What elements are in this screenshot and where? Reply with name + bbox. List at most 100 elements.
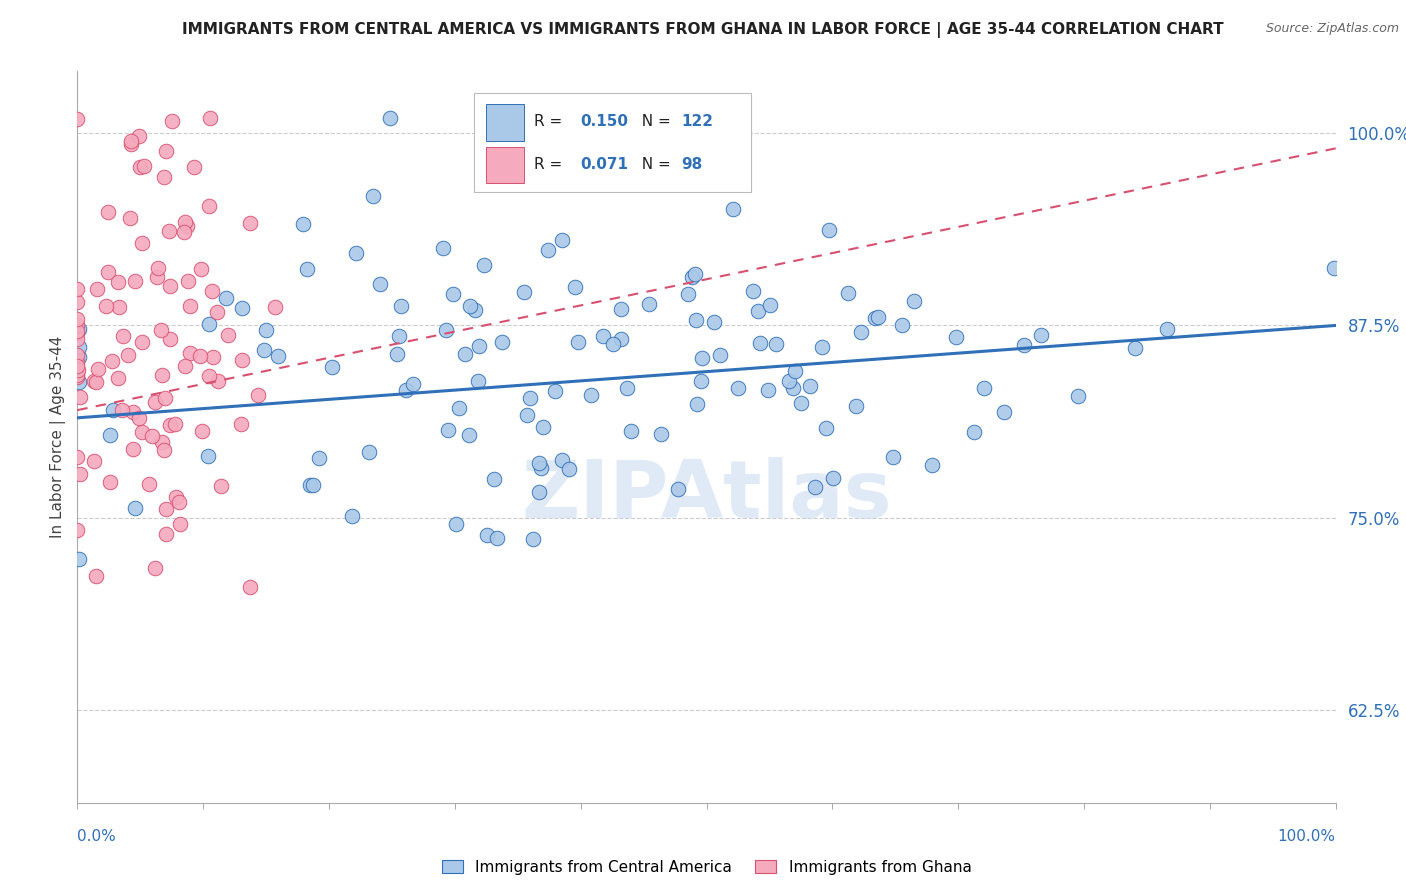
Text: Source: ZipAtlas.com: Source: ZipAtlas.com xyxy=(1265,22,1399,36)
Point xyxy=(666,482,689,496)
Point xyxy=(685,313,707,327)
Point xyxy=(66,318,89,332)
Point xyxy=(87,361,110,376)
Point xyxy=(66,326,89,340)
Point xyxy=(564,279,586,293)
Point xyxy=(945,330,967,344)
Point xyxy=(118,211,141,225)
Point xyxy=(66,355,89,369)
Point xyxy=(111,403,134,417)
Point xyxy=(107,275,129,289)
Point xyxy=(69,390,91,404)
Point xyxy=(103,403,125,417)
Text: 0.071: 0.071 xyxy=(581,158,628,172)
Point xyxy=(759,298,782,312)
Point xyxy=(66,333,89,347)
Point xyxy=(155,144,177,158)
Point xyxy=(818,223,841,237)
Point xyxy=(66,282,89,296)
Point xyxy=(785,363,807,377)
Point xyxy=(159,418,181,433)
Point xyxy=(146,270,169,285)
Point xyxy=(973,381,995,395)
Point xyxy=(921,458,943,473)
Point xyxy=(132,160,155,174)
Point xyxy=(198,199,221,213)
Point xyxy=(231,353,253,368)
Point xyxy=(159,279,181,293)
Point xyxy=(782,381,804,395)
Text: R =: R = xyxy=(534,113,567,128)
Point xyxy=(131,425,153,439)
Point xyxy=(804,480,827,494)
Point xyxy=(302,478,325,492)
Point xyxy=(402,377,425,392)
Point xyxy=(472,258,495,272)
Point xyxy=(160,114,183,128)
Point xyxy=(153,169,176,184)
Point xyxy=(167,495,190,509)
Point xyxy=(66,312,89,326)
Point xyxy=(519,391,541,405)
Point xyxy=(522,532,544,546)
Point xyxy=(174,214,197,228)
Point xyxy=(709,348,731,362)
Point xyxy=(395,383,418,397)
Point xyxy=(441,287,464,301)
Point xyxy=(177,274,200,288)
Point xyxy=(97,205,120,219)
Point xyxy=(131,334,153,349)
Point xyxy=(882,450,904,464)
Text: 100.0%: 100.0% xyxy=(1278,830,1336,844)
Text: N =: N = xyxy=(633,158,676,172)
Point xyxy=(267,350,290,364)
Point xyxy=(67,363,90,377)
Point xyxy=(86,375,108,389)
Point xyxy=(239,216,262,230)
Point xyxy=(66,359,89,374)
Text: 122: 122 xyxy=(682,113,713,128)
Point xyxy=(747,304,769,318)
Point xyxy=(389,299,412,313)
Point xyxy=(344,246,367,260)
Point xyxy=(1123,341,1146,355)
Point xyxy=(468,339,491,353)
Point xyxy=(264,300,287,314)
Point xyxy=(849,325,872,339)
Point xyxy=(143,561,166,575)
Point xyxy=(201,284,224,298)
Point xyxy=(67,340,90,354)
Point xyxy=(128,411,150,425)
Point xyxy=(231,301,253,315)
Point xyxy=(1323,260,1346,275)
Point xyxy=(837,285,859,300)
Point xyxy=(516,408,538,422)
Point xyxy=(551,233,574,247)
Point xyxy=(239,580,262,594)
Point xyxy=(823,470,845,484)
Point xyxy=(388,328,411,343)
Point xyxy=(191,425,214,439)
Point xyxy=(86,569,108,583)
Point xyxy=(491,334,513,349)
Point xyxy=(620,425,643,439)
Point xyxy=(67,551,90,566)
Point xyxy=(67,376,90,390)
Point xyxy=(616,381,638,395)
Point xyxy=(120,136,142,151)
Point xyxy=(527,456,550,470)
Point xyxy=(749,336,772,351)
Point xyxy=(602,336,624,351)
Point xyxy=(198,111,221,125)
FancyBboxPatch shape xyxy=(486,146,524,183)
Point xyxy=(486,531,509,545)
Point xyxy=(155,526,177,541)
Point xyxy=(129,160,152,174)
Point xyxy=(138,477,160,491)
Point xyxy=(188,349,211,363)
Point xyxy=(66,370,89,384)
Point xyxy=(215,291,238,305)
Point xyxy=(527,484,550,499)
Point xyxy=(790,396,813,410)
Point xyxy=(1012,338,1035,352)
